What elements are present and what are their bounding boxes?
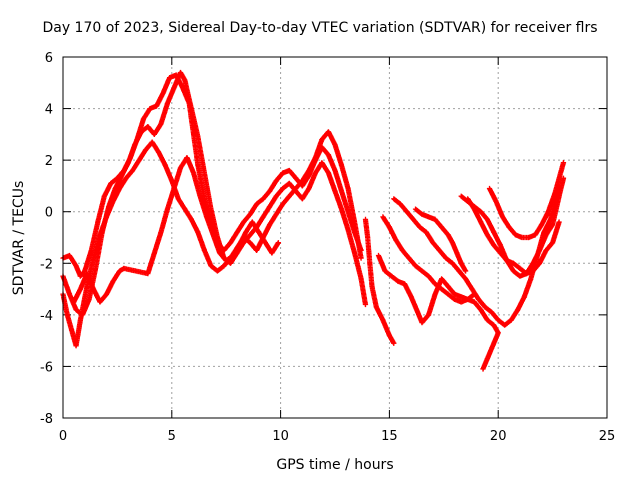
data-point xyxy=(275,240,281,246)
data-series-track-5 xyxy=(362,216,397,346)
y-tick-label: 4 xyxy=(45,103,53,118)
x-axis-label: GPS time / hours xyxy=(276,457,394,473)
y-tick-label: -4 xyxy=(40,309,53,324)
x-tick-label: 5 xyxy=(168,429,176,444)
x-tick-label: 10 xyxy=(272,429,289,444)
y-tick-label: 2 xyxy=(45,154,53,169)
y-tick-label: -8 xyxy=(40,412,53,427)
tick-layer: 0 5 10 15 20 25 -8 -6 -4 -2 0 2 4 6 xyxy=(40,51,615,444)
y-tick-label: 0 xyxy=(45,206,53,221)
data-point xyxy=(556,219,562,225)
x-tick-label: 15 xyxy=(381,429,398,444)
plot-frame xyxy=(62,56,608,419)
data-series-track-4 xyxy=(71,155,281,305)
y-tick-label: -2 xyxy=(40,257,53,272)
data-series-track-9 xyxy=(412,206,469,274)
x-tick-label: 0 xyxy=(59,429,67,444)
x-tick-label: 25 xyxy=(599,429,616,444)
data-point xyxy=(560,160,567,166)
chart-title: Day 170 of 2023, Sidereal Day-to-day VTE… xyxy=(42,20,598,36)
data-layer xyxy=(60,69,567,372)
y-tick-label: -6 xyxy=(40,360,53,375)
y-axis-label: SDTVAR / TECUs xyxy=(11,180,27,296)
x-tick-label: 20 xyxy=(490,429,507,444)
data-series-track-6 xyxy=(375,252,477,326)
data-point xyxy=(391,340,397,346)
data-point xyxy=(463,268,469,274)
data-series-track-8 xyxy=(380,214,501,372)
data-point xyxy=(358,255,364,261)
data-point xyxy=(362,301,369,308)
data-point xyxy=(480,366,486,372)
data-series-track-1 xyxy=(60,72,364,279)
data-series-track-11 xyxy=(465,196,562,277)
y-tick-label: 6 xyxy=(45,51,53,66)
data-series-track-12 xyxy=(486,160,567,241)
